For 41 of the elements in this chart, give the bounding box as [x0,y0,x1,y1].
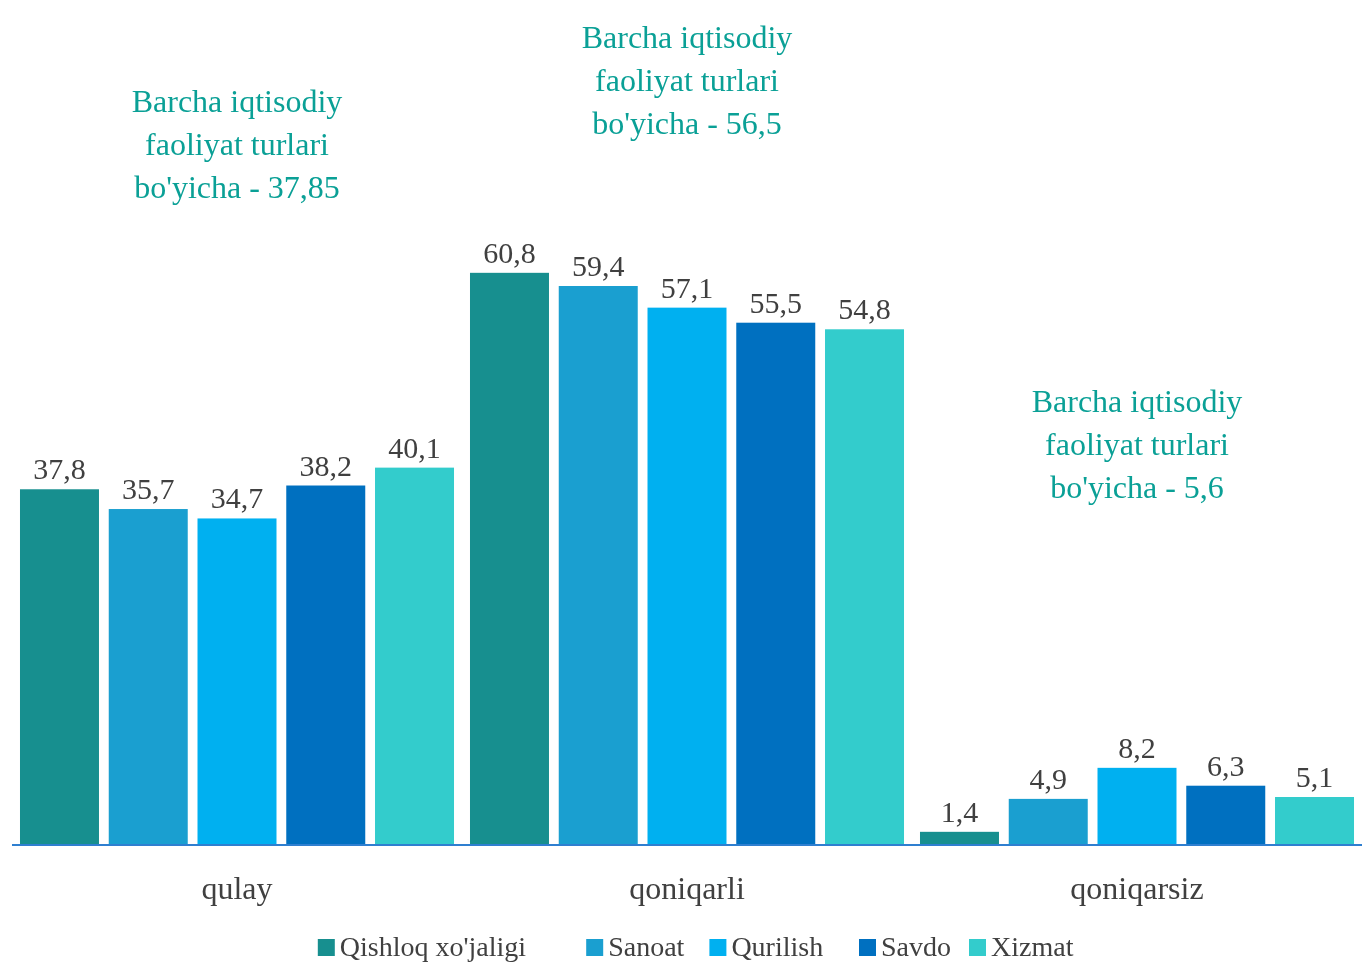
bar [825,329,905,845]
text: Barcha iqtisodiy faoliyat turlari bo'yicha - 37,85 [131,82,343,205]
data-label: 40,1 [388,430,441,464]
bar [1097,767,1177,845]
legend-label: Sanoat [608,931,685,962]
bar [558,286,638,845]
data-label: 5,1 [1295,760,1334,794]
bar [286,485,366,845]
bar [647,307,727,845]
bar [736,322,816,845]
bar [469,272,549,845]
data-label: 55,5 [749,285,803,319]
legend-label: Qishloq xo'jaligi [339,931,527,962]
x-tick-label: qoniqarsiz [1070,870,1204,906]
x-tick-label: qulay [201,870,273,906]
bar [197,518,277,845]
bar [108,509,188,845]
legend-label: Xizmat [991,931,1074,962]
legend-label: Qurilish [731,931,824,962]
data-label: 6,3 [1207,748,1245,782]
bar [1186,785,1266,845]
text: Barcha iqtisodiy faoliyat turlari bo'yicha - 56,5 [581,19,793,141]
data-label: 4,9 [1029,761,1067,795]
bar [1008,798,1088,845]
x-tick-label: qoniqarli [629,870,745,906]
data-label: 34,7 [210,481,264,515]
bar [1275,797,1355,845]
data-label: 57,1 [660,270,714,304]
data-label: 35,7 [121,472,175,506]
data-label: 37,8 [33,452,86,486]
annotation: Barcha iqtisodiy faoliyat turlari bo'yicha - 5,6 [1031,382,1243,505]
data-label: 59,4 [571,249,625,282]
data-label: 8,2 [1118,730,1156,764]
bar [375,467,455,845]
legend-label: Savdo [881,931,951,962]
data-label: 1,4 [940,794,979,828]
data-label: 60,8 [483,235,536,269]
bar [19,489,99,845]
bar [919,831,999,845]
data-label: 38,2 [299,448,353,482]
data-label: 54,8 [838,292,891,326]
